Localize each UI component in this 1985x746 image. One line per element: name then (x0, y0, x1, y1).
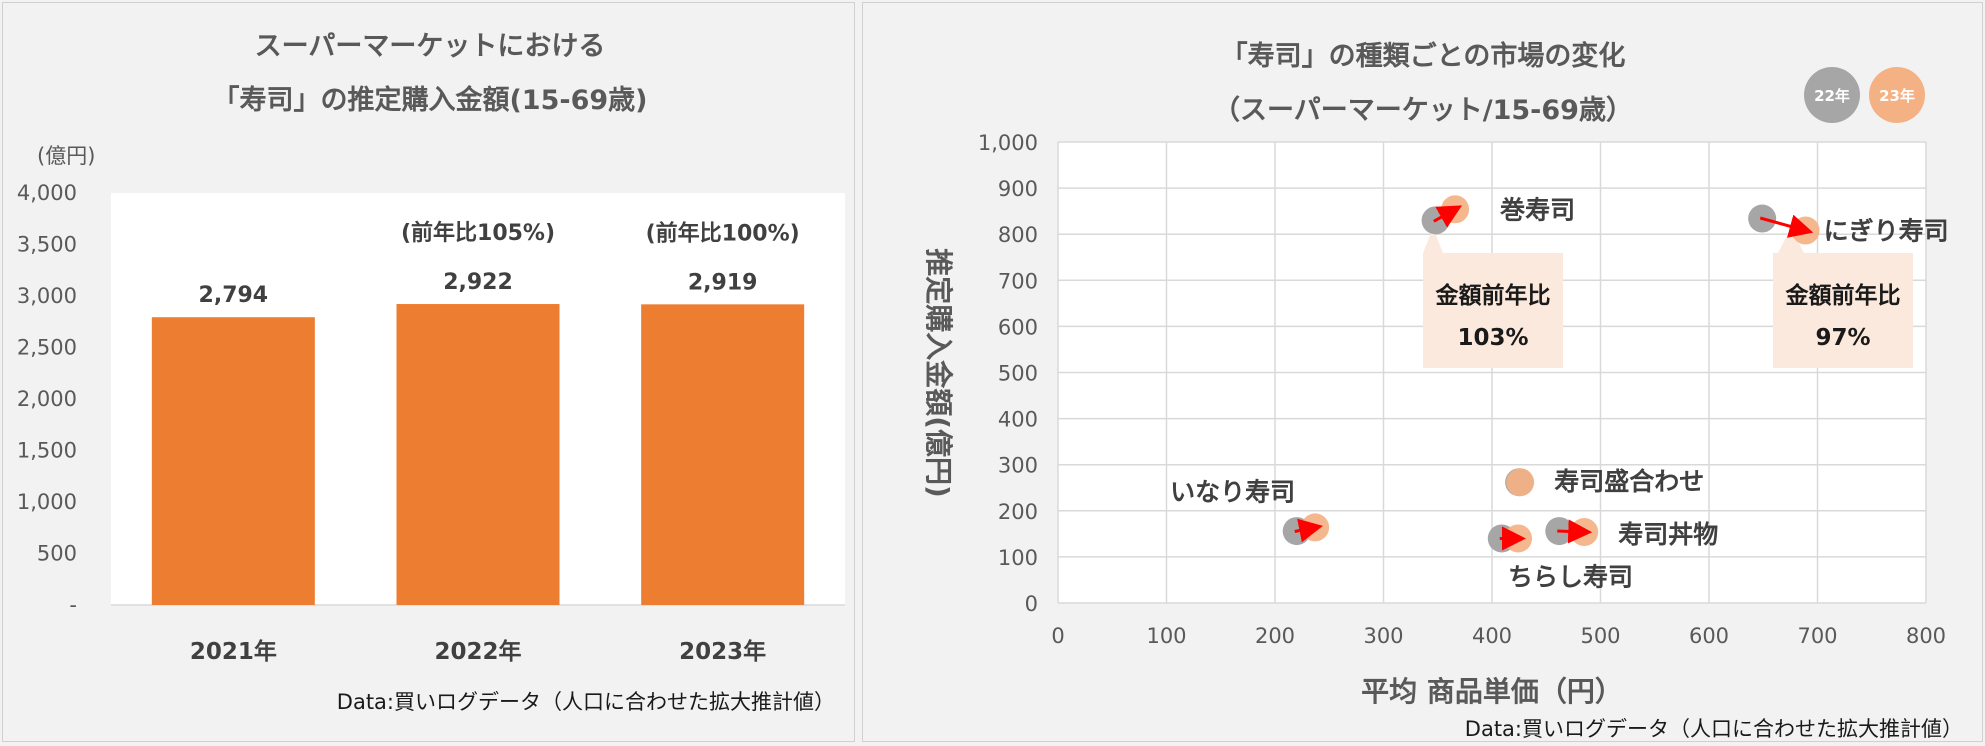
x-category-label: 2022年 (434, 638, 521, 665)
change-arrow (1759, 214, 1814, 238)
y-tick-label: 600 (998, 315, 1038, 339)
x-axis-title: 平均 商品単価（円） (1361, 675, 1623, 708)
x-tick-label: 800 (1906, 624, 1946, 648)
scatter-chart-panel: 「寿司」の種類ごとの市場の変化 （スーパーマーケット/15-69歳） 22年 2… (862, 2, 1983, 742)
callout-pointer (1423, 228, 1443, 253)
bar-yoy-label: (前年比100%) (646, 220, 800, 246)
bar-value-label: 2,794 (199, 283, 269, 308)
bar-value-label: 2,919 (688, 270, 758, 295)
x-tick-label: 0 (1051, 624, 1064, 648)
data-source-note: Data:買いログデータ（人口に合わせた拡大推計値） (337, 690, 835, 714)
bar (151, 317, 315, 605)
y-tick-label: 400 (998, 408, 1038, 432)
x-tick-label: 400 (1472, 624, 1512, 648)
bar-chart-panel: スーパーマーケットにおける 「寿司」の推定購入金額(15-69歳) (億円) -… (2, 2, 855, 742)
legend-marker-23 (1869, 67, 1925, 123)
callout-box (1423, 253, 1563, 368)
scatter-chart: 「寿司」の種類ごとの市場の変化 （スーパーマーケット/15-69歳） 22年 2… (922, 40, 1963, 741)
y-tick-label: 900 (998, 177, 1038, 201)
y-tick-label: 2,500 (17, 336, 77, 360)
callout-pointer (1778, 228, 1804, 253)
x-tick-label: 500 (1580, 624, 1620, 648)
x-tick-label: 700 (1797, 624, 1837, 648)
callout-line2: 103% (1457, 325, 1528, 351)
legend-label-23: 23年 (1879, 87, 1915, 105)
change-arrow (1294, 518, 1323, 543)
chart-title-line1: 「寿司」の種類ごとの市場の変化 (1221, 40, 1626, 72)
y-tick-label: 0 (1025, 592, 1038, 616)
callout-line2: 97% (1815, 325, 1870, 351)
y-tick-label: 500 (37, 542, 77, 566)
y-tick-label: 1,500 (17, 439, 77, 463)
y-tick-label: 700 (998, 269, 1038, 293)
change-arrow (1557, 519, 1593, 544)
legend-label-22: 22年 (1814, 87, 1850, 105)
y-tick-label: 1,000 (17, 490, 77, 514)
bar (396, 304, 560, 605)
y-tick-label: 3,000 (17, 284, 77, 308)
y-tick-label: 500 (998, 362, 1038, 386)
callout-line1: 金額前年比 (1435, 282, 1551, 309)
bar-chart: スーパーマーケットにおける 「寿司」の推定購入金額(15-69歳) (億円) -… (17, 31, 845, 714)
callout-box (1773, 253, 1913, 368)
y-tick-label: 2,000 (17, 387, 77, 411)
bar-value-label: 2,922 (443, 270, 513, 295)
legend-marker-22 (1804, 67, 1860, 123)
data-source-note: Data:買いログデータ（人口に合わせた拡大推計値） (1465, 717, 1963, 741)
y-tick-label: 200 (998, 500, 1038, 524)
point-label: にぎり寿司 (1824, 217, 1949, 246)
y-tick-label: 100 (998, 546, 1038, 570)
change-arrow (1433, 205, 1463, 228)
x-category-label: 2021年 (190, 638, 277, 665)
x-tick-label: 600 (1689, 624, 1729, 648)
bar (641, 304, 805, 605)
x-tick-label: 300 (1363, 624, 1403, 648)
y-tick-label: 300 (998, 454, 1038, 478)
y-axis-unit: (億円) (37, 144, 95, 168)
y-tick-label: 4,000 (17, 181, 77, 205)
y-axis-title: 推定購入金額(億円) (922, 248, 955, 498)
point-label: 寿司盛合わせ (1554, 467, 1704, 496)
x-category-label: 2023年 (679, 638, 766, 665)
x-tick-label: 200 (1255, 624, 1295, 648)
callout-maki: 金額前年比 103% (1423, 228, 1563, 368)
point-label: いなり寿司 (1170, 477, 1295, 506)
point-label: 巻寿司 (1499, 195, 1575, 224)
y-tick-label: 1,000 (978, 131, 1038, 155)
point-23 (1506, 468, 1535, 497)
callout-line1: 金額前年比 (1785, 282, 1901, 309)
point-label: ちらし寿司 (1508, 562, 1633, 591)
point-label: 寿司丼物 (1618, 520, 1718, 549)
chart-title-line2: （スーパーマーケット/15-69歳） (1213, 95, 1633, 126)
bar-yoy-label: (前年比105%) (401, 220, 555, 246)
callout-nigiri: 金額前年比 97% (1773, 228, 1913, 368)
y-tick-label: 3,500 (17, 233, 77, 257)
y-tick-label: 800 (998, 223, 1038, 247)
y-tick-label: - (69, 593, 77, 617)
legend: 22年 23年 (1804, 67, 1925, 123)
chart-title-line1: スーパーマーケットにおける (255, 31, 606, 62)
x-tick-label: 100 (1146, 624, 1186, 648)
chart-title-line2: 「寿司」の推定購入金額(15-69歳) (212, 84, 647, 116)
